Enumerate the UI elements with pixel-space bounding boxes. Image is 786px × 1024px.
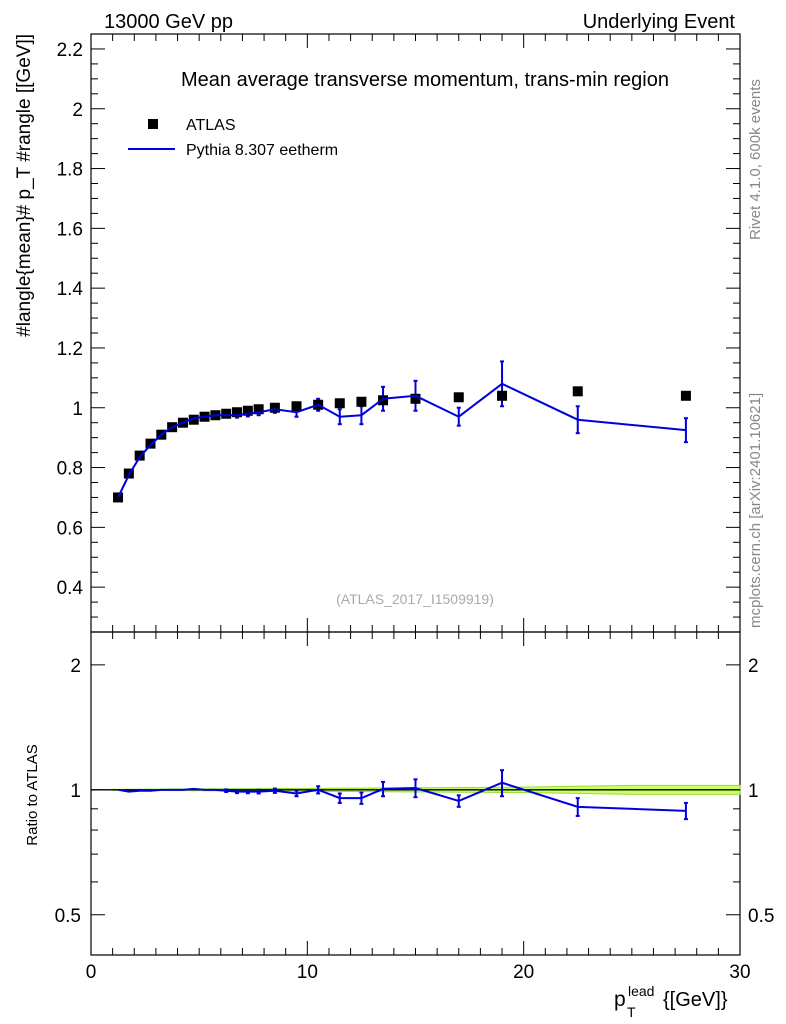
main-title: Mean average transverse momentum, trans-…: [181, 69, 669, 91]
atlas-data-point: [334, 398, 345, 409]
legend-atlas-marker: [148, 119, 158, 129]
atlas-data-point: [378, 395, 389, 406]
atlas-data-point: [453, 392, 464, 403]
main-y-tick-label: 1.8: [57, 160, 83, 181]
ratio-y-tick-labels: 0.5 0.5 1 1 2 2: [55, 656, 775, 927]
main-y-tick-label: 2: [72, 100, 83, 121]
atlas-data-point: [145, 438, 156, 449]
ratio-y-tick-label-right: 0.5: [748, 906, 774, 927]
main-y-tick-label: 0.8: [57, 459, 83, 480]
legend-atlas-label: ATLAS: [186, 117, 236, 134]
main-y-tick-label: 0.6: [57, 518, 83, 539]
ratio-y-tick-label: 2: [70, 656, 81, 677]
x-axis-label-p: p: [614, 988, 626, 1011]
atlas-data-point: [253, 404, 264, 415]
legend: ATLAS Pythia 8.307 eetherm: [128, 117, 338, 159]
atlas-data-point: [221, 408, 232, 419]
ratio-y-tick-label: 0.5: [55, 906, 81, 927]
ratio-series-line: [117, 781, 686, 812]
mc-series-line: [117, 382, 687, 498]
ratio-y-axis-label: Ratio to ATLAS: [24, 744, 41, 845]
atlas-data-point: [134, 450, 145, 461]
ratio-panel: 0.5 0.5 1 1 2 2 Ratio to ATLAS: [24, 631, 775, 956]
atlas-data-point: [680, 390, 691, 401]
atlas-data-point: [572, 386, 583, 397]
x-axis-label-unit: {[GeV]}: [663, 989, 728, 1011]
x-axis-label-sub: T: [627, 1004, 636, 1020]
x-tick-label: 10: [297, 962, 318, 983]
analysis-tag: (ATLAS_2017_I1509919): [336, 591, 494, 607]
x-axis-label-text: p_T^lead [[GeV]]: [734, 1004, 743, 1007]
atlas-data-point: [188, 414, 199, 425]
main-y-tick-labels: 0.4 0.6 0.8 1 1.2 1.4 1.6 1.8 2 2.2: [57, 40, 84, 599]
x-tick-label: 30: [729, 962, 750, 983]
ratio-data-marks: [91, 769, 741, 821]
ratio-y-tick-label: 1: [70, 781, 81, 802]
main-y-tick-label: 1.6: [57, 219, 83, 240]
atlas-data-point: [410, 393, 421, 404]
x-axis-label-visual: p T lead {[GeV]}: [614, 983, 728, 1020]
ratio-y-tick-label-right: 1: [748, 781, 759, 802]
source-label: mcplots.cern.ch [arXiv:2401.10621]: [747, 393, 764, 628]
main-panel: 0.4 0.6 0.8 1 1.2 1.4 1.6 1.8 2 2.2 Mean average …: [14, 33, 741, 633]
x-axis-label: p_T^lead [[GeV]]: [734, 1004, 743, 1007]
x-tick-label: 0: [86, 962, 97, 983]
main-data-marks: [113, 360, 691, 503]
atlas-data-point: [269, 402, 280, 413]
header-right-label: Underlying Event: [583, 11, 736, 33]
ratio-axis-ticks: [90, 632, 741, 956]
atlas-data-point: [497, 390, 508, 401]
main-y-tick-label: 1: [72, 399, 83, 420]
header-left-label: 13000 GeV pp: [104, 11, 233, 33]
ratio-y-tick-label-right: 2: [748, 656, 759, 677]
main-y-tick-label: 0.4: [57, 578, 84, 599]
main-y-axis-label: #langle{mean}# p_T #rangle [[GeV]]: [14, 34, 35, 337]
atlas-data-point: [242, 405, 253, 416]
rivet-label: Rivet 4.1.0, 600k events: [747, 79, 764, 240]
legend-mc-label: Pythia 8.307 eetherm: [186, 142, 338, 159]
x-tick-label: 20: [513, 962, 534, 983]
atlas-data-point: [291, 401, 302, 412]
main-y-tick-label: 1.2: [57, 339, 83, 360]
x-tick-labels: 0 10 20 30: [86, 962, 751, 983]
atlas-data-point: [356, 396, 367, 407]
main-y-tick-label: 2.2: [57, 40, 83, 61]
x-axis-label-sup: lead: [628, 983, 654, 999]
main-axis-ticks: [90, 34, 741, 632]
atlas-data-point: [232, 407, 243, 418]
main-y-tick-label: 1.4: [57, 279, 84, 300]
